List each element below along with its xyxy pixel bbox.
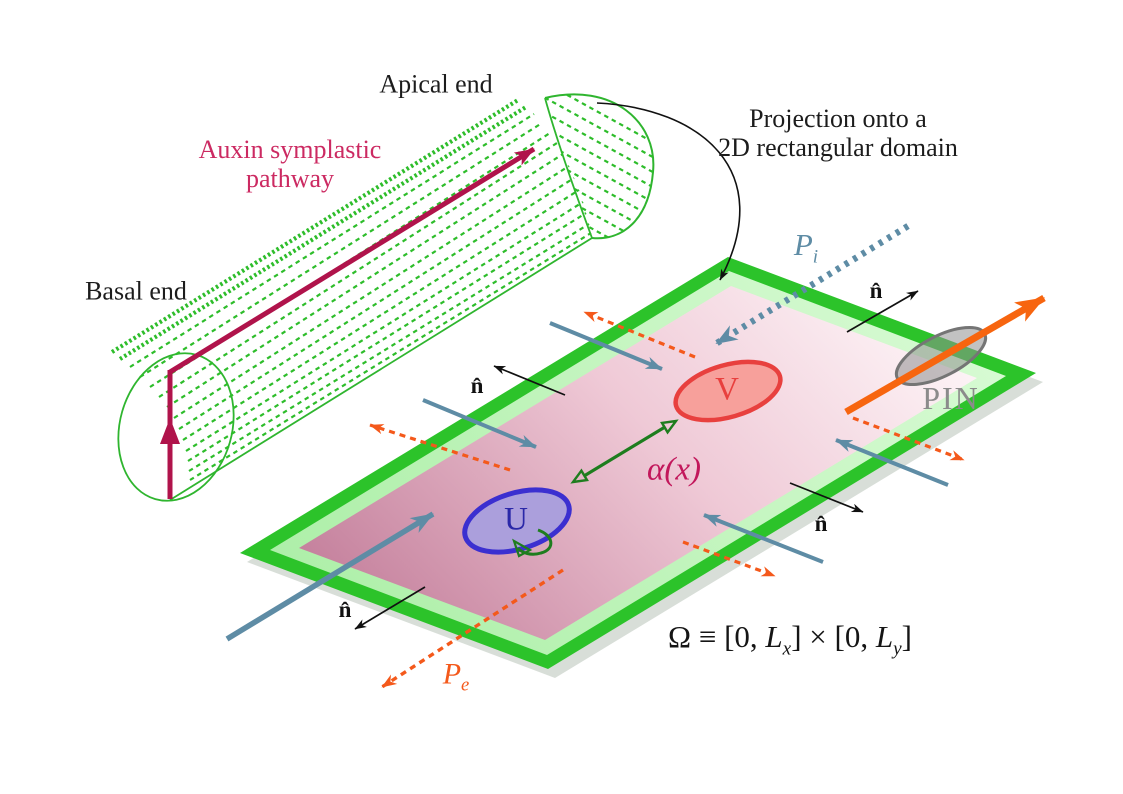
influx-arrow-nw-lower — [422, 398, 537, 449]
pin-transporter — [844, 294, 1046, 416]
pe-symbol: P — [442, 657, 462, 691]
efflux-arrow-pe — [381, 568, 564, 689]
uv-arrowhead-top — [660, 419, 679, 435]
influx-arrow-nw-upper — [549, 321, 663, 371]
u-selfloop-arrowhead — [512, 538, 533, 558]
normal-label-sw: n̂ — [338, 597, 352, 623]
omega-part-close: ] — [901, 619, 912, 655]
v-label: V — [715, 371, 739, 408]
omega-part-pre: Ω ≡ [0, — [668, 619, 766, 655]
alpha-label: α(x) — [647, 451, 701, 488]
omega-part-mid: ] × [0, — [791, 619, 876, 655]
pi-symbol: P — [793, 227, 813, 263]
normal-arrow-nw — [493, 365, 566, 396]
omega-domain-formula: Ω ≡ [0, Lx] × [0, Ly] — [668, 619, 912, 660]
efflux-arrows — [369, 310, 965, 689]
influx-arrows — [225, 321, 949, 642]
influx-arrow-main — [225, 511, 435, 642]
pi-subscript: i — [812, 246, 819, 268]
conversion-arrows — [512, 419, 679, 558]
pe-subscript: e — [461, 674, 470, 696]
u-selfloop-arrow — [516, 528, 553, 556]
omega-Lx: L — [765, 619, 783, 655]
apical-dome-hatch — [545, 94, 654, 239]
omega-sub-y: y — [893, 638, 902, 660]
uv-conversion-arrow — [583, 425, 666, 478]
normal-arrow-se — [789, 482, 864, 513]
basal-end-label: Basal end — [85, 276, 187, 306]
projection-arrow — [596, 102, 741, 281]
projection-note-line2: 2D rectangular domain — [718, 133, 958, 162]
auxin-axis-arrow — [160, 146, 536, 499]
pin-label: PIN — [922, 380, 980, 417]
uv-arrowhead-bottom — [570, 468, 589, 484]
omega-sub-x: x — [782, 638, 792, 660]
efflux-arrow-se-upper — [852, 416, 965, 462]
auxin-axis-mid-arrowhead — [160, 418, 180, 444]
normal-arrow-ne — [846, 290, 919, 333]
pi-influx-arrow — [715, 223, 910, 346]
cell-cylinder — [110, 93, 655, 502]
omega-Ly: L — [875, 619, 894, 655]
normal-label-ne: n̂ — [869, 278, 883, 304]
efflux-arrow-se-lower — [682, 540, 776, 578]
projection-note: Projection onto a 2D rectangular domain — [718, 104, 958, 162]
auxin-pathway-line1: Auxin symplastic — [198, 134, 382, 164]
projection-note-line1: Projection onto a — [749, 103, 927, 133]
apical-dome — [544, 93, 655, 240]
symplastic-dash-band — [110, 98, 528, 361]
v-ellipse — [673, 359, 783, 423]
auxin-pathway-label: Auxin symplastic pathway — [199, 135, 382, 193]
normal-label-se: n̂ — [814, 511, 828, 537]
species — [462, 359, 783, 555]
influx-arrow-se-upper — [835, 438, 949, 487]
domain-2d — [240, 257, 1043, 678]
normal-vectors — [354, 290, 919, 630]
symplastic-dash-rows — [129, 113, 592, 481]
apical-end-label: Apical end — [379, 69, 493, 99]
normal-label-nw: n̂ — [470, 373, 484, 399]
efflux-arrow-nw-lower — [369, 423, 511, 472]
influx-arrow-se-lower — [703, 513, 824, 564]
pi-label: Pi — [793, 227, 819, 268]
normal-arrow-sw — [354, 586, 426, 630]
domain-surface — [299, 286, 977, 640]
pe-label: Pe — [443, 658, 470, 697]
efflux-arrow-nw-upper — [583, 310, 696, 359]
auxin-pathway-line2: pathway — [245, 164, 335, 193]
cylinder-bottom-edge — [169, 237, 593, 501]
u-label: U — [504, 501, 528, 538]
pin-export-arrow — [844, 294, 1046, 416]
